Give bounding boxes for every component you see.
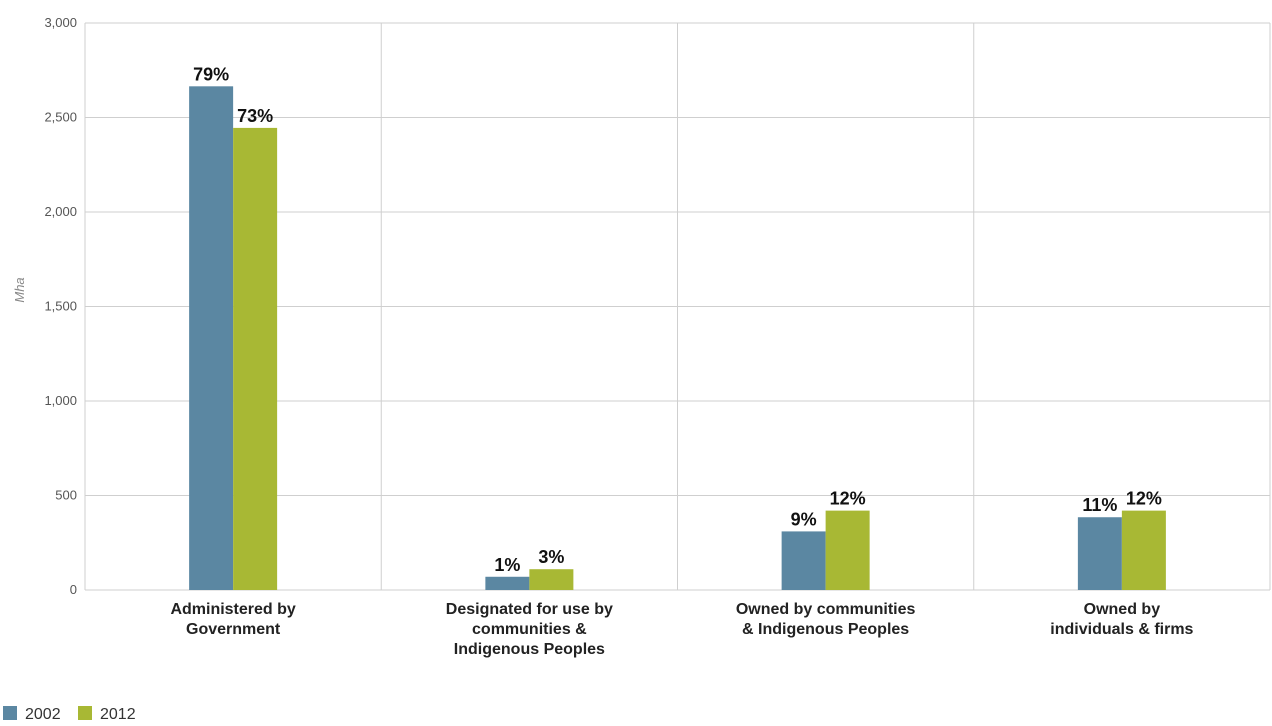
legend-swatch-2012 bbox=[78, 706, 92, 720]
category-label-line: communities & bbox=[472, 621, 587, 638]
bar-2002-3 bbox=[1077, 517, 1122, 590]
category-label-line: individuals & firms bbox=[1050, 621, 1193, 638]
category-label-line: Designated for use by bbox=[446, 601, 613, 618]
data-label-2012-2: 12% bbox=[830, 489, 866, 509]
category-label-3: Owned by individuals & firms bbox=[1050, 601, 1193, 638]
category-label-1: Designated for use by communities & Indige… bbox=[446, 601, 613, 658]
y-tick-label: 3,000 bbox=[44, 15, 77, 30]
data-label-2002-1: 1% bbox=[494, 555, 520, 575]
bar-2002-0 bbox=[189, 86, 234, 590]
y-tick-label: 1,000 bbox=[44, 393, 77, 408]
category-label-line: Owned by bbox=[1084, 601, 1161, 618]
y-tick-label: 0 bbox=[70, 582, 77, 597]
data-label-2002-2: 9% bbox=[791, 509, 817, 529]
data-labels: 79% 73% 1% 3% 9% 12% 11% 12% bbox=[193, 64, 1162, 574]
category-label-2: Owned by communities & Indigenous Peoples bbox=[736, 601, 916, 638]
legend: 2002 2012 bbox=[3, 706, 136, 723]
y-tick-label: 2,500 bbox=[44, 110, 77, 125]
gridlines bbox=[84, 22, 1271, 591]
bar-2012-1 bbox=[529, 569, 574, 590]
legend-label-2002: 2002 bbox=[25, 706, 61, 723]
data-label-2012-0: 73% bbox=[237, 106, 273, 126]
y-axis-ticks: 0 500 1,000 1,500 2,000 2,500 3,000 bbox=[44, 15, 77, 597]
bar-2012-0 bbox=[233, 127, 278, 591]
y-tick-label: 2,000 bbox=[44, 204, 77, 219]
category-label-line: Owned by communities bbox=[736, 601, 916, 618]
bars bbox=[189, 86, 1166, 591]
x-axis-categories: Administered by Government Designated for … bbox=[170, 601, 1193, 658]
category-label-line: Indigenous Peoples bbox=[454, 641, 605, 658]
y-axis-label: Mha bbox=[12, 277, 27, 302]
category-label-0: Administered by Government bbox=[170, 601, 295, 638]
data-label-2002-3: 11% bbox=[1082, 495, 1117, 515]
bar-2012-3 bbox=[1121, 510, 1166, 590]
y-tick-label: 1,500 bbox=[44, 299, 77, 314]
category-label-line: Government bbox=[186, 621, 281, 638]
bar-2012-2 bbox=[825, 510, 870, 590]
data-label-2002-0: 79% bbox=[193, 64, 229, 84]
category-label-line: Administered by bbox=[170, 601, 295, 618]
data-label-2012-3: 12% bbox=[1126, 489, 1162, 509]
legend-label-2012: 2012 bbox=[100, 706, 136, 723]
category-label-line: & Indigenous Peoples bbox=[742, 621, 909, 638]
bar-2002-1 bbox=[485, 576, 530, 590]
data-label-2012-1: 3% bbox=[538, 547, 564, 567]
bar-2002-2 bbox=[781, 531, 826, 590]
y-tick-label: 500 bbox=[55, 488, 77, 503]
legend-swatch-2002 bbox=[3, 706, 17, 720]
